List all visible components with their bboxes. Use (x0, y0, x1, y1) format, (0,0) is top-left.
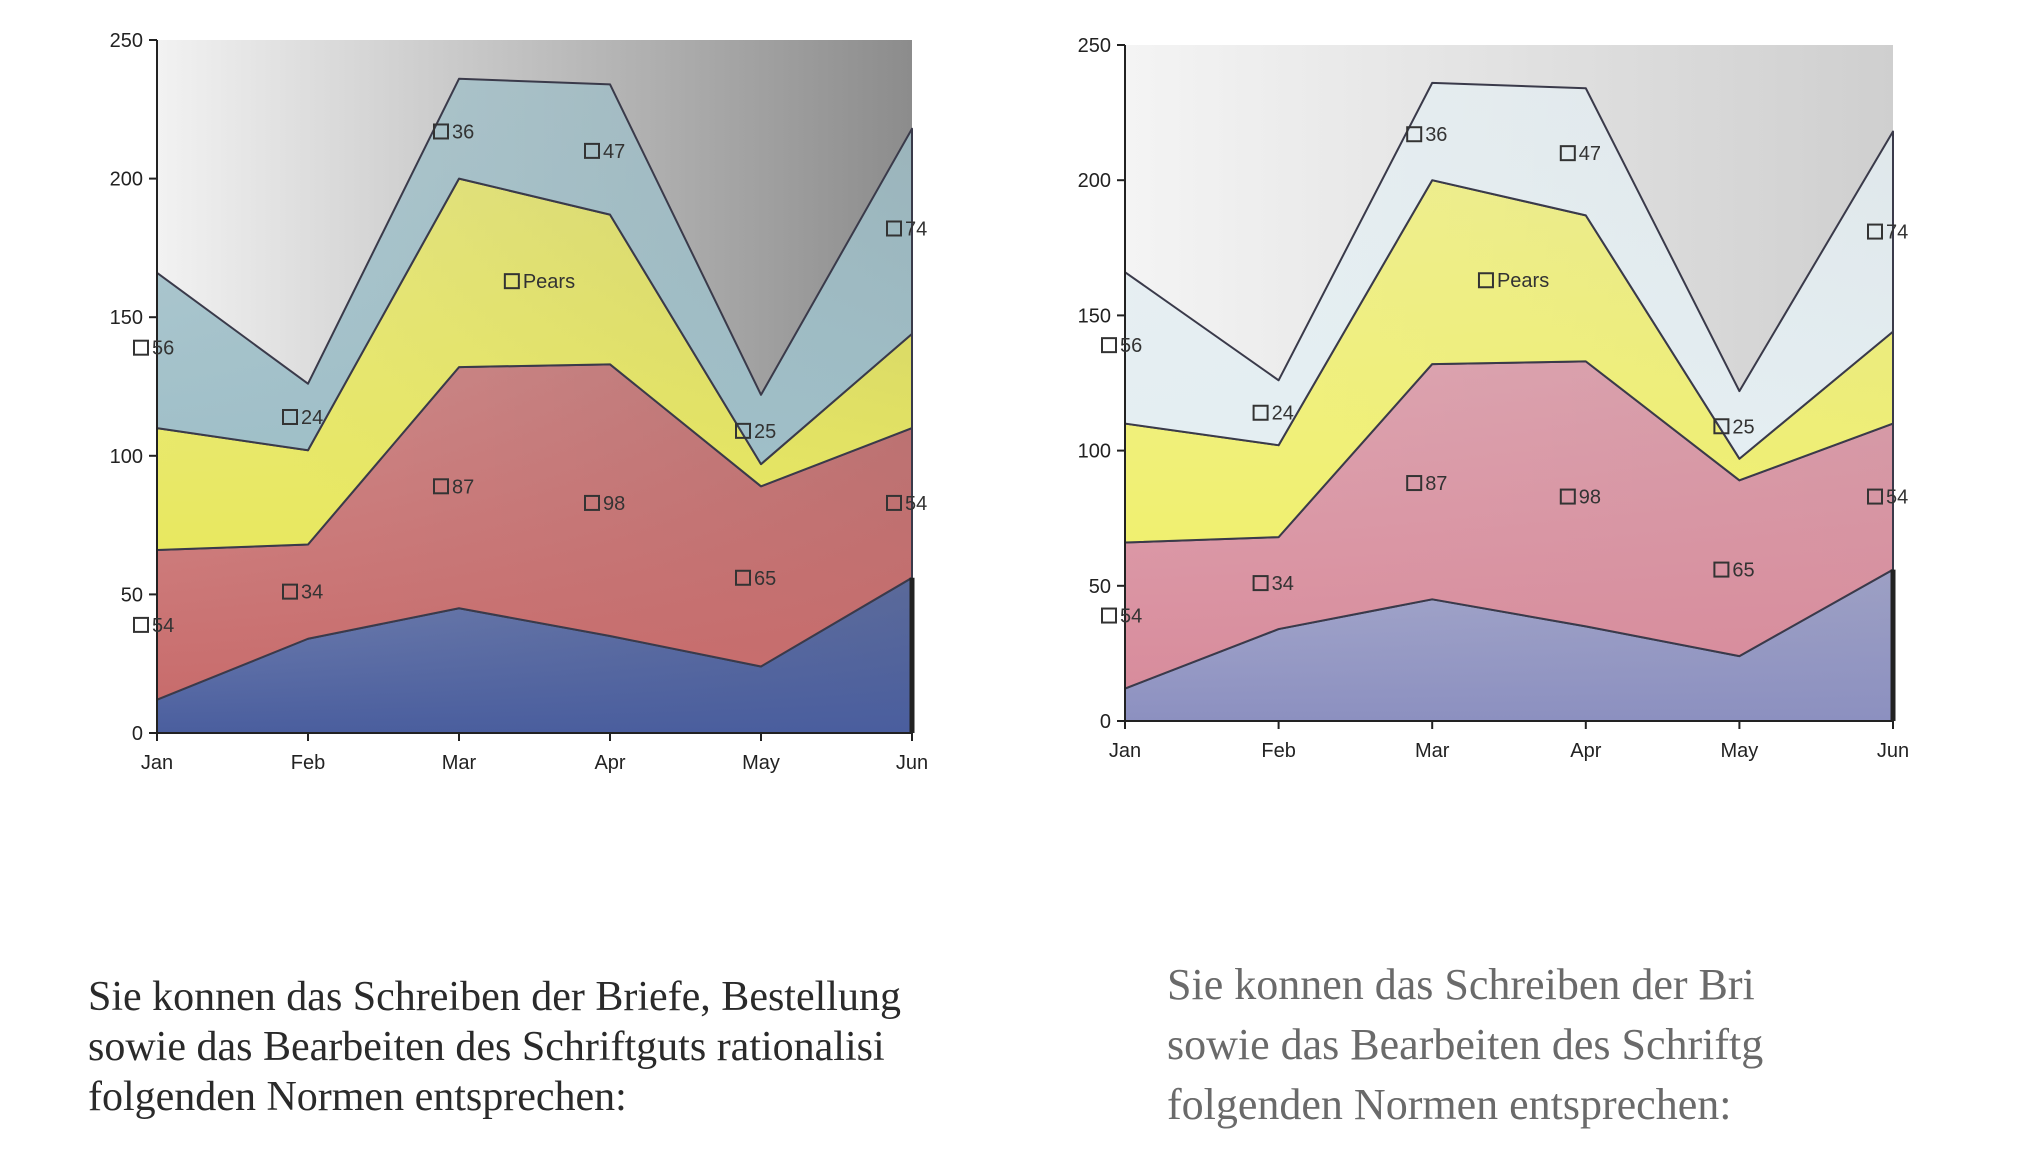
right-y-tick-label: 50 (1089, 576, 1111, 598)
right-data-label-marker (1101, 337, 1117, 354)
left-x-tick-label: Jan (141, 752, 173, 774)
left-y-tick-label: 0 (132, 723, 143, 745)
left-data-label-marker (433, 478, 449, 495)
right-data-label: 98 (1579, 487, 1601, 509)
left-y-tick-label: 200 (110, 169, 143, 191)
left-y-tick-label: 150 (110, 307, 143, 329)
paragraph-left: Sie konnen das Schreiben der Briefe, Bes… (88, 972, 960, 1122)
left-data-label: Pears (523, 271, 575, 293)
right-data-label: 36 (1425, 124, 1447, 146)
right-data-label-marker (1477, 272, 1494, 289)
right-data-label: 24 (1272, 403, 1294, 425)
left-data-label: 65 (754, 568, 776, 590)
right-data-label-marker (1252, 575, 1269, 592)
left-data-label: 36 (452, 121, 474, 143)
left-data-label-marker (886, 494, 902, 511)
left-data-label-marker (584, 494, 600, 511)
right-plot-background (1125, 45, 1893, 721)
right-data-label-marker (1867, 488, 1883, 505)
left-data-label: 24 (301, 407, 323, 429)
right-x-tick-label: Apr (1570, 740, 1601, 762)
left-data-label: 87 (452, 476, 474, 498)
right-data-label-marker (1867, 223, 1883, 240)
right-y-tick-label: 150 (1078, 305, 1111, 327)
right-y-tick-label: 250 (1078, 35, 1111, 57)
paragraph-left-line-2: sowie das Bearbeiten des Schriftguts rat… (88, 1024, 885, 1070)
stacked-area-chart-left: 0 50 100 150 200 250 Jan Feb Mar Apr May Jun 56 24 36 4… (110, 30, 929, 774)
right-data-label: 65 (1732, 560, 1754, 582)
left-x-tick-label: Jun (896, 752, 928, 774)
left-data-label: 74 (905, 218, 927, 240)
left-y-tick-label: 50 (121, 584, 143, 606)
right-data-label-marker (1406, 126, 1423, 143)
right-data-label: 34 (1272, 573, 1294, 595)
right-y-tick-label: 100 (1078, 441, 1111, 463)
right-area-series-4 (1124, 81, 1894, 460)
left-data-label-marker (735, 422, 751, 439)
right-y-tick-label: 200 (1078, 170, 1111, 192)
paragraph-left-line-3: folgenden Normen entsprechen: (88, 1074, 627, 1120)
paragraph-right-line-3: folgenden Normen entsprechen: (1167, 1080, 1732, 1129)
paragraph-right: Sie konnen das Schreiben der Bri sowie d… (1167, 955, 1872, 1135)
right-data-label: 25 (1732, 416, 1754, 438)
right-data-label: 54 (1886, 487, 1908, 509)
left-data-label-marker (282, 583, 298, 600)
left-data-label-marker (433, 123, 449, 140)
left-data-label: 34 (301, 582, 323, 604)
right-x-tick-label: Jan (1109, 740, 1141, 762)
right-data-label: 87 (1425, 473, 1447, 495)
left-data-label-marker (133, 339, 149, 356)
paragraph-right-line-2: sowie das Bearbeiten des Schriftg (1167, 1020, 1764, 1069)
left-data-label: 25 (754, 421, 776, 443)
right-data-label-marker (1713, 418, 1730, 435)
right-data-label-marker (1252, 404, 1269, 421)
left-data-label-marker (886, 220, 902, 237)
left-y-tick-label: 250 (110, 30, 143, 52)
right-data-label: Pears (1497, 270, 1549, 292)
paragraph-left-line-1: Sie konnen das Schreiben der Briefe, Bes… (88, 974, 901, 1020)
right-x-tick-label: Feb (1261, 740, 1295, 762)
paragraph-right-line-1: Sie konnen das Schreiben der Bri (1167, 960, 1755, 1009)
left-data-label: 98 (603, 493, 625, 515)
right-data-label-marker (1406, 475, 1423, 492)
right-area-series-2 (1124, 360, 1894, 690)
right-area-series-3 (1124, 179, 1894, 544)
left-x-tick-label: Apr (594, 752, 625, 774)
right-data-label: 74 (1886, 222, 1908, 244)
right-data-label-marker (1559, 488, 1576, 505)
left-data-label: 56 (152, 338, 174, 360)
left-x-tick-label: Feb (291, 752, 325, 774)
right-data-label-marker (1101, 607, 1117, 624)
right-data-label: 54 (1120, 606, 1142, 628)
right-area-series-1 (1124, 568, 1894, 722)
left-x-tick-label: Mar (442, 752, 477, 774)
left-data-label: 54 (152, 615, 174, 637)
left-data-label: 54 (905, 493, 927, 515)
right-data-label-marker (1559, 145, 1576, 162)
right-data-label: 56 (1120, 335, 1142, 357)
left-y-tick-label: 100 (110, 446, 143, 468)
left-data-label-marker (282, 408, 298, 425)
left-data-label-marker (735, 569, 751, 586)
right-data-label-marker (1713, 561, 1730, 578)
right-x-tick-label: May (1721, 740, 1759, 762)
left-data-label-marker (503, 273, 520, 290)
right-x-tick-label: Mar (1415, 740, 1450, 762)
right-y-tick-label: 0 (1100, 711, 1111, 733)
left-data-label: 47 (603, 141, 625, 163)
left-data-label-marker (133, 616, 149, 633)
right-data-label: 47 (1579, 143, 1601, 165)
right-x-tick-label: Jun (1877, 740, 1909, 762)
left-data-label-marker (584, 142, 600, 159)
left-area-series-4 (156, 77, 913, 466)
left-x-tick-label: May (742, 752, 780, 774)
